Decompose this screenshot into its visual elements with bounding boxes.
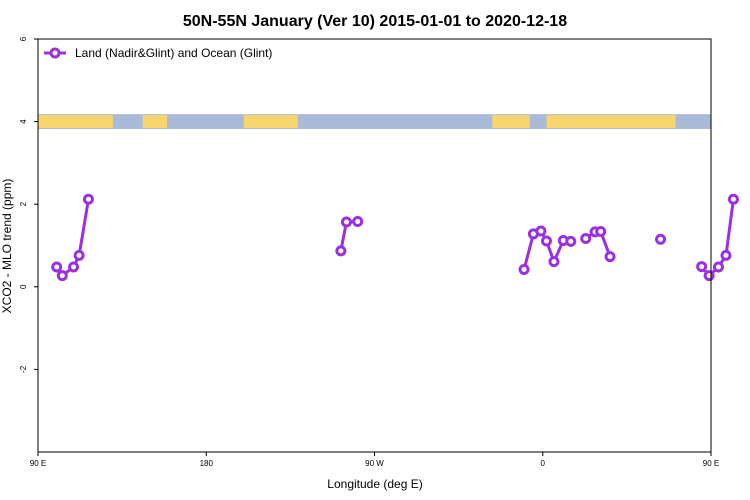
data-point-0-2-3 [540,235,552,247]
data-point-0-2-0 [518,263,530,275]
x-tick-label-2: 90 W [365,459,384,468]
data-point-0-0-1 [56,270,68,282]
y-tick-label-3: 4 [19,119,28,124]
data-point-0-5-2 [712,261,724,273]
y-tick-label-2: 2 [19,201,28,206]
x-tick-label-3: 0 [541,459,546,468]
y-tick-label-1: 0 [19,284,28,289]
data-point-0-3-0 [580,232,592,244]
chart-title: 50N-55N January (Ver 10) 2015-01-01 to 2… [183,13,567,30]
land-band-2 [243,115,298,129]
data-point-0-0-3 [73,249,85,261]
land-band-4 [546,115,676,129]
y-tick-label-4: 6 [19,36,28,41]
data-point-0-3-3 [604,251,616,263]
data-point-0-5-1 [703,270,715,282]
data-point-0-0-0 [51,261,63,273]
data-point-0-5-4 [727,193,739,205]
data-point-0-0-4 [82,193,94,205]
data-point-0-0-2 [68,261,80,273]
x-tick-label-0: 90 E [30,459,46,468]
legend-label: Land (Nadir&Glint) and Ocean (Glint) [75,46,272,60]
legend: Land (Nadir&Glint) and Ocean (Glint) [44,46,272,60]
x-tick-label-4: 90 E [703,459,719,468]
data-point-0-2-4 [548,256,560,268]
data-point-0-5-3 [720,249,732,261]
data-point-0-2-2 [535,225,547,237]
data-point-0-3-2 [595,225,607,237]
land-band-0 [38,115,113,129]
legend-marker-swatch [49,47,61,59]
x-tick-label-1: 180 [200,459,214,468]
land-band-3 [492,115,530,129]
plot-frame [37,38,712,453]
y-axis-label: XCO2 - MLO trend (ppm) [0,179,14,314]
data-point-0-5-0 [696,261,708,273]
land-band-1 [142,115,167,129]
y-axis: -2 0 2 4 6 [19,36,38,373]
data-point-0-4-0 [655,233,667,245]
x-axis: 90 E 180 90 W 0 90 E [30,452,719,468]
ocean-band [38,114,711,130]
y-tick-label-0: -2 [19,365,28,373]
land-ocean-strip [38,114,711,130]
series-layer [51,193,739,282]
data-point-0-1-2 [352,216,364,228]
x-axis-label: Longitude (deg E) [327,477,422,491]
data-point-0-1-0 [335,245,347,257]
data-point-0-1-1 [340,216,352,228]
data-point-0-2-6 [565,235,577,247]
